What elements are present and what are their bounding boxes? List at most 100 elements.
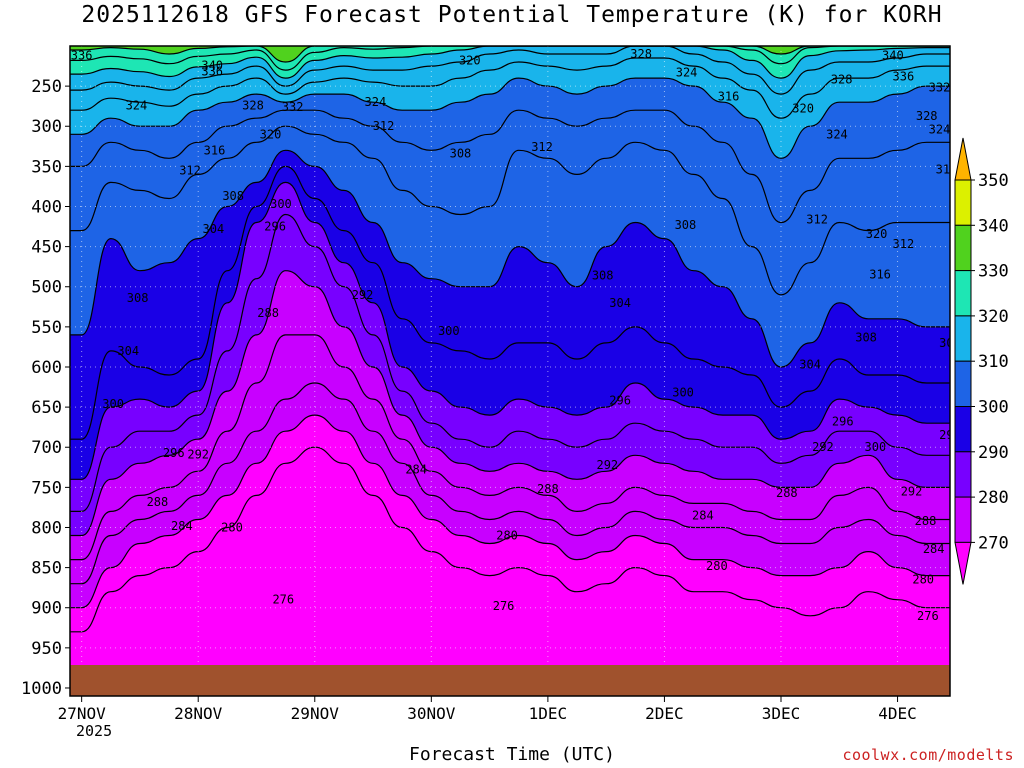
theta-band-340 <box>70 46 950 62</box>
y-tick-label: 250 <box>31 77 62 97</box>
grid-lines <box>70 46 950 696</box>
colorbar: 350 340 330 320 310 300 290 280 270 <box>954 137 1009 585</box>
y-axis: 250 300 350 400 450 500 550 600 650 700 750 800 850 9… <box>21 77 70 699</box>
contour-label: 316 <box>204 143 226 157</box>
x-tick-label: 2DEC <box>645 704 684 723</box>
y-tick-label: 550 <box>31 318 62 338</box>
contour-label: 280 <box>706 559 728 573</box>
contour-label: 276 <box>917 609 939 623</box>
colorbar-segment <box>954 496 972 543</box>
contour-label: 320 <box>866 227 888 241</box>
plot-frame <box>69 45 951 697</box>
colorbar-label: 340 <box>978 216 1009 236</box>
contour-label: 324 <box>929 122 951 136</box>
y-tick-label: 700 <box>31 438 62 458</box>
contour-label: 320 <box>260 127 282 141</box>
contour-label: 328 <box>630 47 652 61</box>
contour-label: 312 <box>806 212 828 226</box>
contour-label: 296 <box>939 428 961 442</box>
contour-label: 292 <box>901 484 923 498</box>
y-tick-label: 350 <box>31 157 62 177</box>
colorbar-label: 330 <box>978 262 1009 282</box>
contour-label: 324 <box>826 127 848 141</box>
isentrope-332 <box>70 46 950 79</box>
contour-label: 296 <box>609 394 631 408</box>
contour-label: 304 <box>799 358 821 372</box>
contour-label: 300 <box>438 324 460 338</box>
colorbar-label: 280 <box>978 488 1009 508</box>
isentrope-336 <box>70 46 950 71</box>
contour-label: 332 <box>282 100 304 114</box>
isentrope-312 <box>70 125 950 296</box>
contour-label: 280 <box>496 529 518 543</box>
x-tick-label: 4DEC <box>878 704 917 723</box>
contour-label: 304 <box>117 344 139 358</box>
contour-label: 312 <box>179 163 201 177</box>
contour-label: 312 <box>373 119 395 133</box>
isentrope-316 <box>70 109 950 224</box>
contour-label: 320 <box>792 102 814 116</box>
y-tick-label: 1000 <box>21 679 62 699</box>
contour-label: 300 <box>865 440 887 454</box>
contour-label: 304 <box>939 336 961 350</box>
x-axis-title: Forecast Time (UTC) <box>409 744 615 765</box>
y-tick-label: 800 <box>31 518 62 538</box>
isentrope-280 <box>70 414 950 609</box>
colorbar-segment <box>954 270 972 317</box>
isentrope-288 <box>70 334 950 561</box>
contour-label: 308 <box>127 291 149 305</box>
x-axis: 27NOV 28NOV 29NOV 30NOV 1DEC 2DEC 3DEC 4DEC <box>58 696 917 723</box>
contour-label: 316 <box>936 163 958 177</box>
isentrope-284 <box>70 382 950 585</box>
contour-label: 284 <box>692 508 714 522</box>
isentrope-324 <box>70 57 950 119</box>
contour-label: 328 <box>831 73 853 87</box>
contour-label: 316 <box>718 90 740 104</box>
y-tick-label: 650 <box>31 398 62 418</box>
isentrope-300 <box>70 181 950 480</box>
contour-label: 284 <box>171 519 193 533</box>
contour-label: 280 <box>221 520 243 534</box>
x-axis-year: 2025 <box>76 722 113 740</box>
contour-label: 284 <box>923 542 945 556</box>
contour-label: 312 <box>893 237 915 251</box>
colorbar-arrow-bottom <box>954 541 972 585</box>
contour-label: 292 <box>352 288 374 302</box>
x-tick-label: 27NOV <box>58 704 107 723</box>
colorbar-segment <box>954 451 972 498</box>
colorbar-label: 310 <box>978 352 1009 372</box>
contour-label: 308 <box>592 269 614 283</box>
contour-label: 276 <box>493 599 515 613</box>
contour-label: 308 <box>855 330 877 344</box>
contour-label: 308 <box>675 218 697 232</box>
x-tick-label: 1DEC <box>529 704 568 723</box>
y-tick-label: 900 <box>31 599 62 619</box>
x-tick-label: 3DEC <box>762 704 801 723</box>
y-tick-label: 400 <box>31 197 62 217</box>
x-tick-label: 29NOV <box>291 704 340 723</box>
contour-label: 296 <box>163 446 185 460</box>
colorbar-label: 290 <box>978 443 1009 463</box>
contour-label: 336 <box>201 65 223 79</box>
contour-label: 284 <box>405 463 427 477</box>
colorbar-label: 300 <box>978 398 1009 418</box>
y-tick-label: 600 <box>31 358 62 378</box>
contour-label: 288 <box>257 306 279 320</box>
colorbar-label: 270 <box>978 533 1009 553</box>
contour-label: 324 <box>365 95 387 109</box>
ground-surface <box>70 665 950 696</box>
y-tick-label: 450 <box>31 238 62 258</box>
contour-label: 324 <box>676 65 698 79</box>
contour-label: 300 <box>672 386 694 400</box>
y-tick-label: 950 <box>31 639 62 659</box>
x-tick-label: 30NOV <box>407 704 456 723</box>
contour-label: 292 <box>596 458 618 472</box>
contour-label: 304 <box>609 296 631 310</box>
contour-label: 312 <box>969 151 991 165</box>
contour-label: 292 <box>187 447 209 461</box>
contour-label: 328 <box>916 109 938 123</box>
contour-label: 280 <box>912 573 934 587</box>
contour-label: 316 <box>869 268 891 282</box>
